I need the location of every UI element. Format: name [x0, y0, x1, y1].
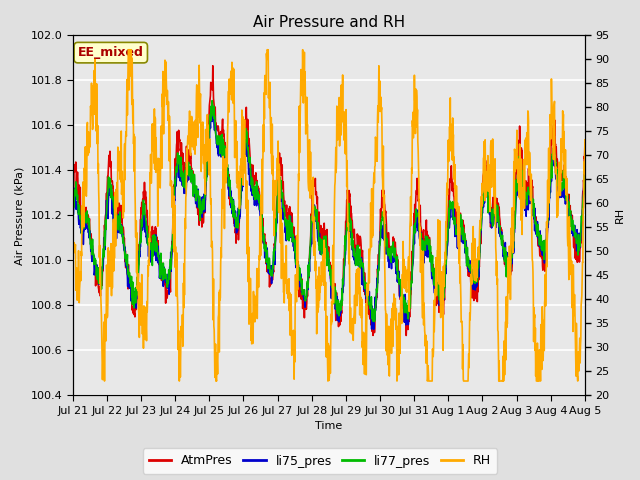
X-axis label: Time: Time	[315, 421, 342, 432]
Title: Air Pressure and RH: Air Pressure and RH	[253, 15, 405, 30]
Text: EE_mixed: EE_mixed	[78, 46, 144, 59]
Legend: AtmPres, li75_pres, li77_pres, RH: AtmPres, li75_pres, li77_pres, RH	[143, 448, 497, 474]
Y-axis label: Air Pressure (kPa): Air Pressure (kPa)	[15, 166, 25, 264]
Y-axis label: RH: RH	[615, 207, 625, 224]
